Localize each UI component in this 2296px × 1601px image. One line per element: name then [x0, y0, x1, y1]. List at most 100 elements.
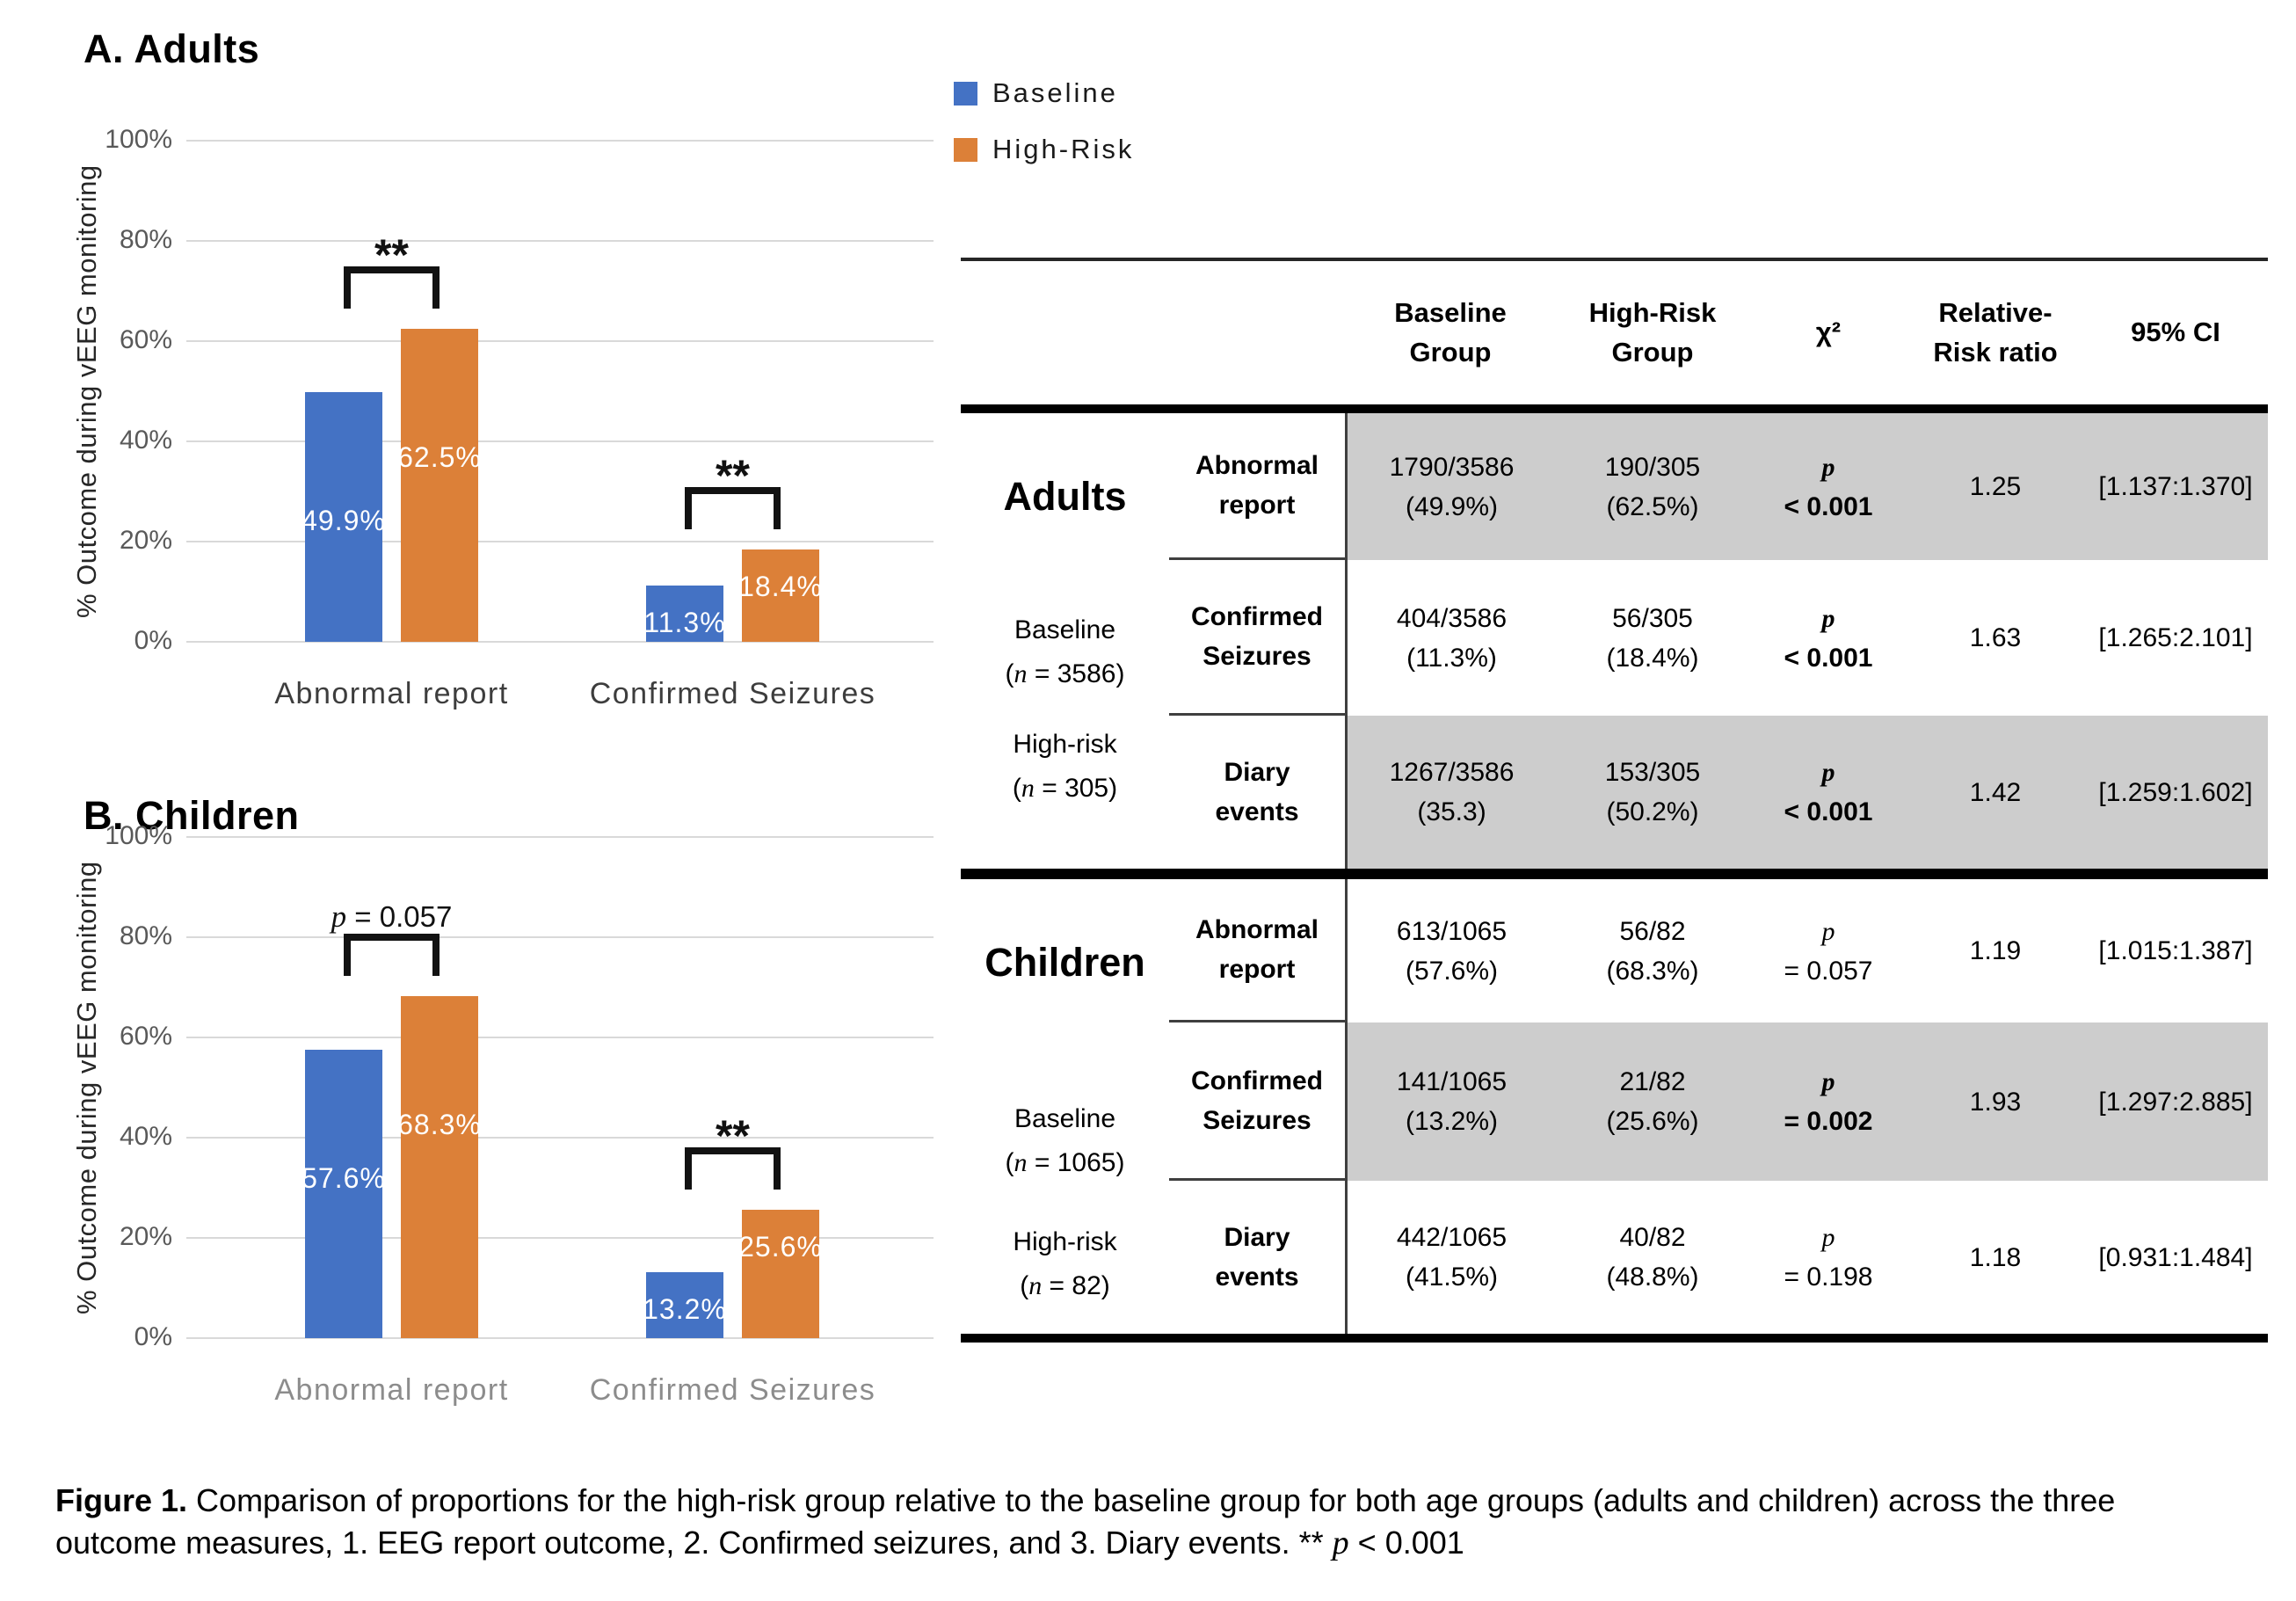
y-axis-label: % Outcome during vEEG monitoring [71, 164, 102, 618]
bar-baseline-confirmed-seizures [646, 586, 723, 642]
y-tick-label: 60% [119, 325, 172, 354]
bar-value-label: 49.9% [302, 505, 386, 536]
outcome-cell: Diary events [1215, 758, 1299, 826]
fraction: 190/305 [1604, 452, 1701, 482]
highrisk-cell: 56/305 (18.4%) [1556, 560, 1749, 716]
rr-cell: 1.25 [1907, 413, 2083, 560]
rr-cell: 1.42 [1907, 716, 2083, 869]
group-name: Adults [1003, 474, 1127, 519]
rr-cell: 1.93 [1907, 1022, 2083, 1181]
gridline [186, 1337, 934, 1339]
header-baseline-group: Baseline Group [1345, 261, 1556, 413]
results-table: Baseline Group High-Risk Group χ² Relati… [961, 258, 2268, 1343]
group-cell-adults: Adults Baseline (n = 3586) High-risk (n … [961, 413, 1169, 869]
bar-high-risk-abnormal-report [401, 996, 478, 1338]
rr-cell: 1.63 [1969, 623, 2022, 652]
significance-stars: ** [716, 1111, 750, 1161]
highrisk-cell: 21/82 (25.6%) [1556, 1022, 1749, 1181]
ci-cell: [1.265:2.101] [2098, 623, 2253, 652]
percent: (50.2%) [1606, 797, 1699, 826]
baseline-cell: 404/3586 (11.3%) [1345, 560, 1556, 716]
x-category-label: Abnormal report [274, 677, 509, 710]
percent: (48.8%) [1606, 1263, 1699, 1292]
percent: (57.6%) [1405, 956, 1499, 986]
percent: (41.5%) [1405, 1263, 1499, 1292]
highrisk-cell: 56/82 (68.3%) [1556, 879, 1749, 1022]
fraction: 442/1065 [1396, 1223, 1508, 1252]
bar-value-label: 11.3% [643, 607, 726, 638]
y-tick-label: 0% [134, 626, 172, 655]
group-sub-label: High-risk [1013, 1227, 1117, 1256]
x-category-label: Confirmed Seizures [589, 677, 876, 710]
x-category-label: Confirmed Seizures [589, 1373, 876, 1407]
highrisk-cell: 40/82 (48.8%) [1556, 1181, 1749, 1334]
y-tick-label: 20% [119, 526, 172, 555]
y-tick-label: 100% [105, 125, 172, 154]
gridline [186, 440, 934, 442]
header-95ci: 95% CI [2083, 261, 2268, 413]
ci-cell: [1.137:1.370] [2083, 413, 2268, 560]
ci-cell: [0.931:1.484] [2098, 1242, 2253, 1272]
group-sub-n: (n = 305) [1012, 774, 1118, 803]
bar-value-label: 62.5% [397, 441, 482, 473]
legend: Baseline High-Risk [954, 77, 1134, 190]
baseline-cell: 442/1065 (41.5%) [1345, 1181, 1556, 1334]
fraction: 613/1065 [1396, 916, 1508, 946]
group-cell-children: Children Baseline (n = 1065) High-risk (… [961, 879, 1169, 1334]
y-tick-label: 20% [119, 1222, 172, 1251]
group-sub-label: High-risk [1013, 730, 1117, 759]
gridline [186, 641, 934, 643]
gridline [186, 1237, 934, 1239]
legend-item-high-risk: High-Risk [954, 134, 1134, 165]
percent: (25.6%) [1606, 1107, 1699, 1136]
percent: (11.3%) [1406, 643, 1497, 673]
gridline [186, 1137, 934, 1139]
group-sub-label: Baseline [1014, 1104, 1116, 1133]
group-sub-highrisk: High-risk (n = 305) [961, 723, 1169, 811]
bar-value-label: 18.4% [738, 571, 823, 602]
gridline [186, 340, 934, 342]
ci-cell: [1.297:2.885] [2083, 1022, 2268, 1181]
group-sub-label: Baseline [1014, 615, 1116, 644]
p-value-cell: p = 0.002 [1749, 1022, 1907, 1181]
p-value-cell: p < 0.001 [1749, 413, 1907, 560]
legend-label: Baseline [992, 77, 1118, 108]
percent: (13.2%) [1405, 1107, 1499, 1136]
gridline [186, 936, 934, 938]
caption-stat: p < 0.001 [1332, 1524, 1464, 1561]
p-value-cell: p = 0.057 [1784, 916, 1873, 986]
panel-b-title: B. Children [84, 793, 300, 838]
group-sub-highrisk: High-risk (n = 82) [961, 1220, 1169, 1308]
fraction: 21/82 [1619, 1067, 1686, 1096]
p-value-cell: p < 0.001 [1784, 603, 1873, 673]
group-sub-n: (n = 82) [1020, 1271, 1110, 1300]
rr-cell: 1.19 [1969, 936, 2022, 965]
header-relative-risk: Relative-Risk ratio [1907, 261, 2083, 413]
bar-high-risk-confirmed-seizures [742, 549, 819, 642]
bar-baseline-confirmed-seizures [646, 1272, 723, 1338]
group-sub-n: (n = 3586) [1005, 659, 1125, 688]
group-sub-n: (n = 1065) [1005, 1148, 1125, 1177]
bar-value-label: 57.6% [302, 1162, 386, 1194]
ci-cell: [1.015:1.387] [2098, 936, 2253, 965]
legend-label: High-Risk [992, 134, 1135, 164]
y-tick-label: 60% [119, 1022, 172, 1051]
y-tick-label: 40% [119, 1122, 172, 1151]
percent: (35.3) [1417, 797, 1486, 826]
fraction: 1267/3586 [1389, 758, 1515, 787]
y-tick-label: 100% [105, 821, 172, 850]
legend-item-baseline: Baseline [954, 77, 1134, 109]
group-name: Children [985, 940, 1145, 985]
outcome-cell: Confirmed Seizures [1169, 560, 1345, 716]
fraction: 404/3586 [1396, 603, 1508, 633]
panel-adults-chart: A. Adults % Outcome during vEEG monitori… [53, 25, 1015, 774]
fraction: 56/305 [1612, 603, 1693, 633]
p-value-cell: p = 0.198 [1784, 1223, 1873, 1292]
bar-value-label: 25.6% [738, 1231, 823, 1263]
legend-swatch-icon [954, 81, 977, 106]
significance-bracket [685, 1147, 781, 1190]
group-separator [961, 869, 2268, 879]
fraction: 153/305 [1604, 758, 1701, 787]
y-tick-label: 40% [119, 426, 172, 455]
caption-body: Comparison of proportions for the high-r… [55, 1482, 2116, 1561]
